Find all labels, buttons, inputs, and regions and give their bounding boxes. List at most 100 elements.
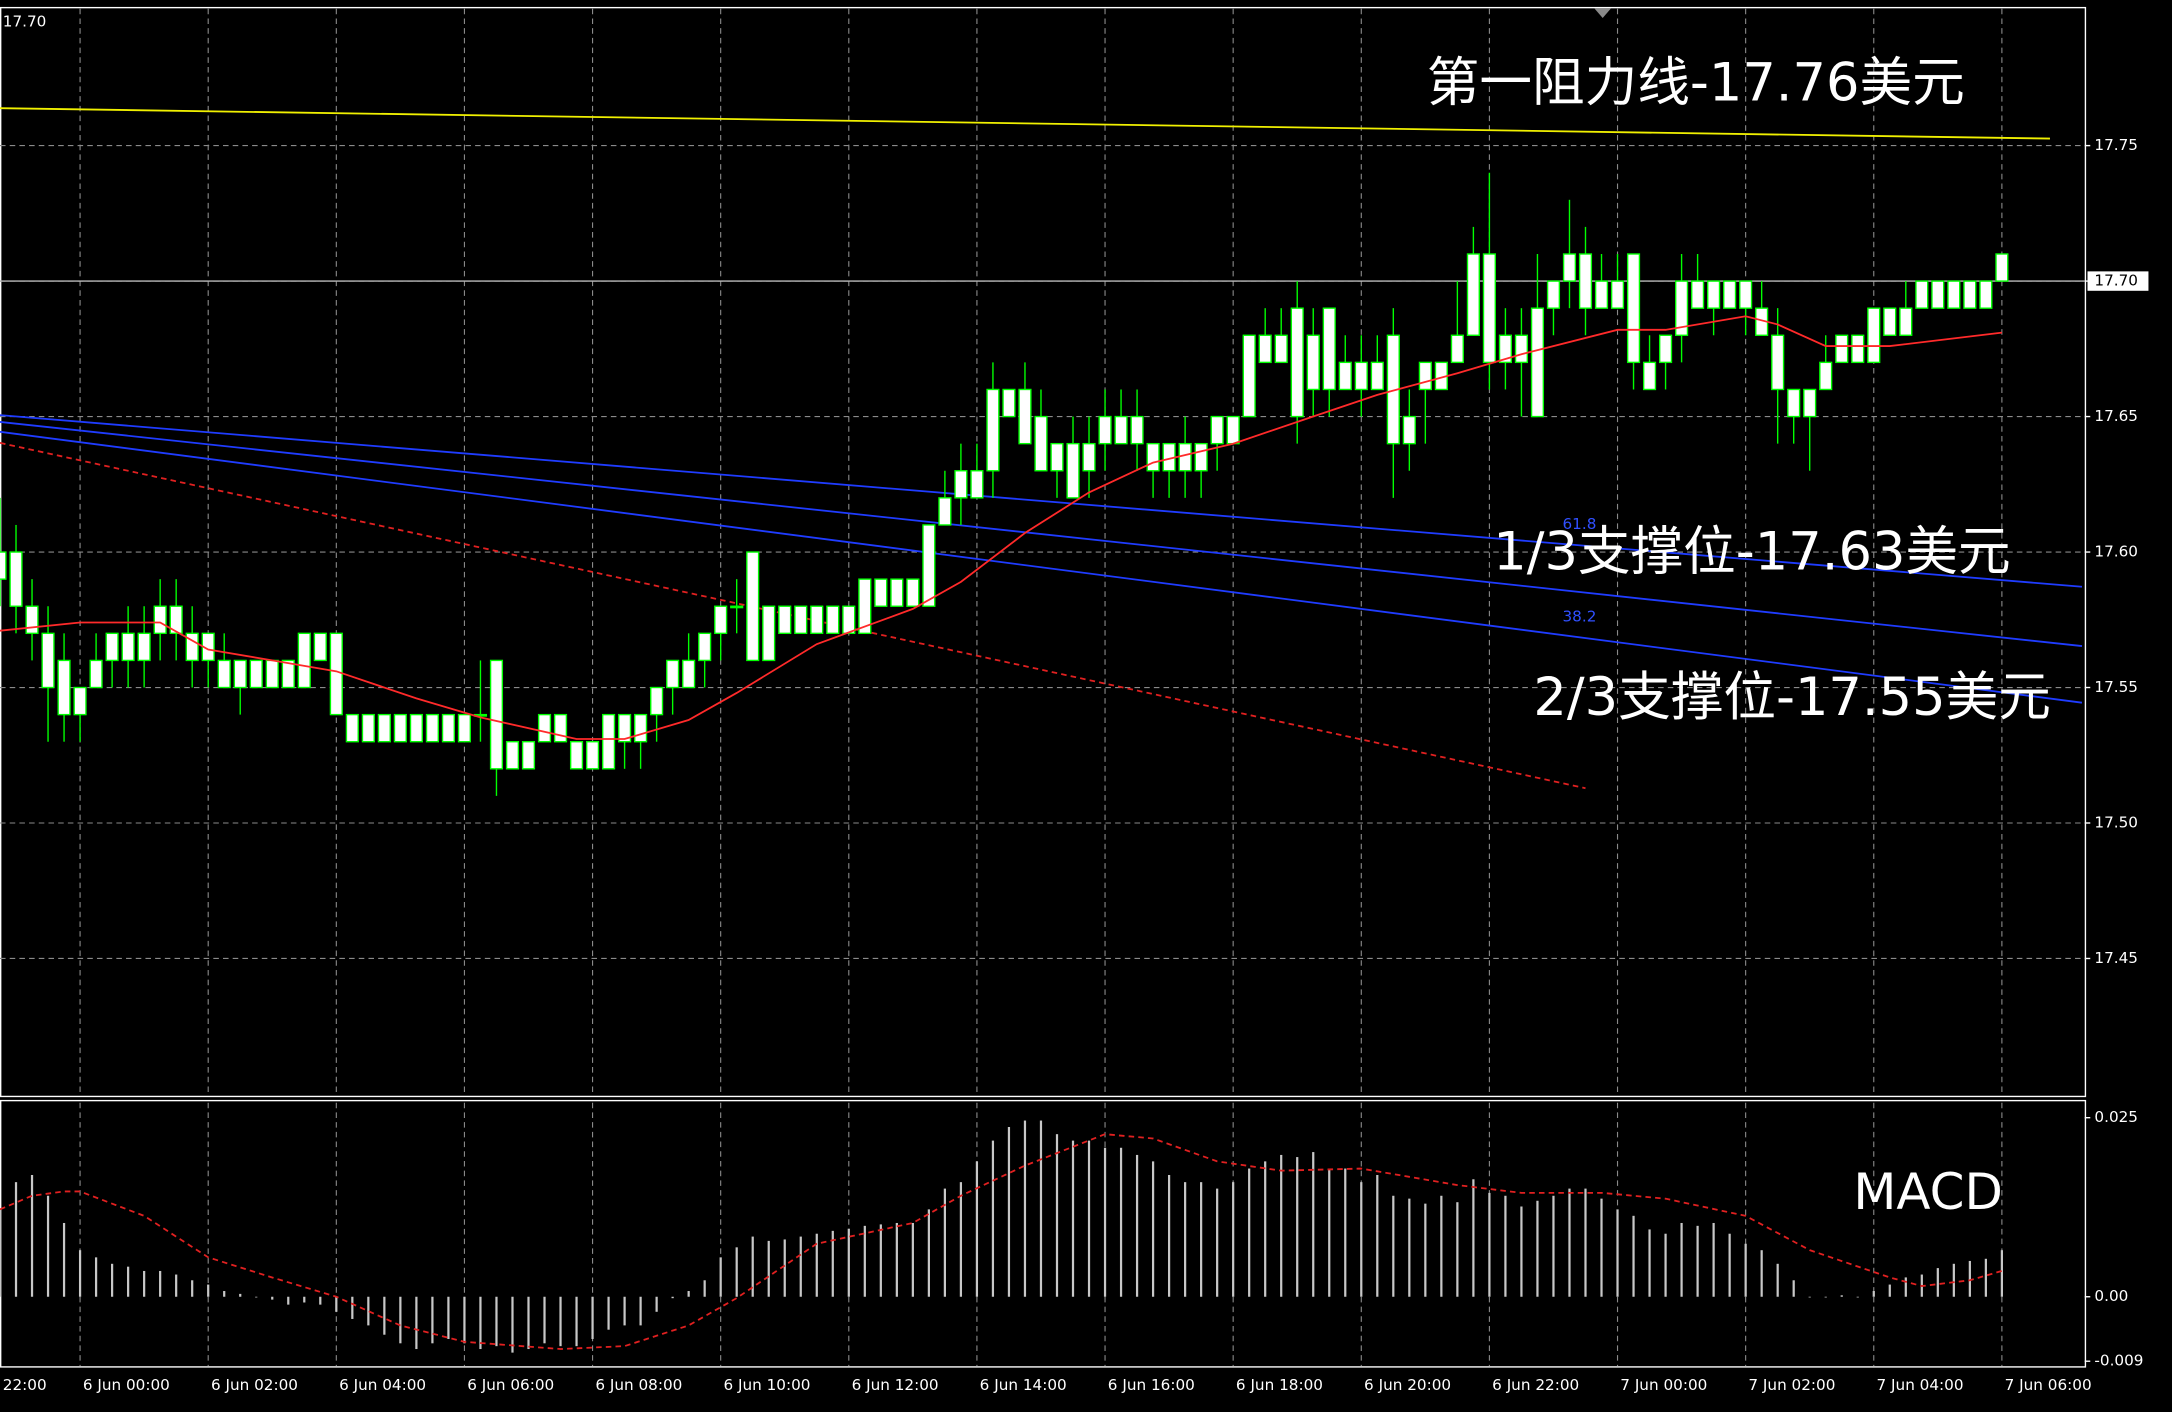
macd-bar [1936,1268,1939,1297]
trend-line [0,107,2050,140]
candle-body [826,605,840,635]
macd-title: MACD [1853,1163,2002,1221]
macd-bar [30,1174,34,1297]
candle-body [1066,442,1080,499]
macd-bar [1984,1258,1987,1297]
candle-body [1883,307,1897,336]
candle-body [345,713,359,743]
candle-body [1050,442,1064,472]
candle-body [1995,253,2009,282]
candle-body [281,659,295,689]
macd-bar [623,1296,626,1326]
candle-body [57,659,71,716]
candle-body [1915,280,1929,309]
macd-bar [1296,1157,1299,1297]
macd-bar [751,1236,754,1297]
candle-body [169,605,183,635]
macd-bar [1039,1120,1043,1297]
candle-body [1498,334,1512,364]
x-tick-label: 22:00 [3,1376,47,1394]
candle-body [1370,361,1384,391]
candle-body [41,632,55,689]
macd-bar [463,1296,466,1344]
candle-body [297,632,311,689]
candle-body [682,659,696,689]
macd-bar [831,1230,834,1297]
macd-bar [863,1225,866,1297]
candle-body [1194,442,1208,472]
macd-bar [559,1296,562,1347]
candle-body [1306,334,1320,391]
y-tick-label: 17.65 [2094,407,2138,425]
candle-body [1723,280,1737,309]
x-tick-label: 6 Jun 02:00 [211,1376,298,1394]
x-tick-label: 6 Jun 12:00 [852,1376,939,1394]
macd-bar [591,1296,594,1340]
x-tick-label: 6 Jun 20:00 [1364,1376,1451,1394]
candle-body [393,713,407,743]
macd-bar [1248,1168,1251,1297]
candle-body [457,713,472,743]
candle-body [537,713,552,743]
macd-bar [1344,1168,1347,1297]
candle-body [441,713,456,743]
x-tick-label: 6 Jun 06:00 [467,1376,554,1394]
macd-bar [687,1291,690,1297]
candle-body [361,713,375,743]
candle-body [9,551,23,607]
candle-body [265,659,279,689]
shift-marker [1594,8,1611,19]
candle-body [1963,280,1977,309]
macd-bar [1103,1147,1107,1297]
macd-bar [1760,1250,1763,1297]
x-tick-label: 6 Jun 08:00 [595,1376,682,1394]
macd-bar [1696,1225,1699,1297]
macd-bar [1504,1195,1507,1297]
macd-bar [1584,1188,1587,1297]
candle-body [1979,280,1993,309]
macd-bar [895,1222,898,1297]
macd-bar [671,1296,674,1299]
candle-body [89,659,103,689]
candle-body [890,578,904,607]
macd-bar [1424,1203,1427,1297]
candle-body [1835,334,1849,364]
macd-bar [223,1291,226,1297]
macd-bar [767,1240,770,1297]
macd-bar [1376,1174,1379,1297]
x-tick-label: 6 Jun 14:00 [980,1376,1067,1394]
macd-bar [159,1270,162,1297]
y-tick-label: 17.75 [2094,136,2138,154]
macd-bar [927,1209,930,1297]
candle-body [858,578,872,635]
candle-body [1114,415,1128,445]
candle-body [954,470,968,499]
candle-body [778,605,792,635]
macd-bar [1392,1195,1395,1297]
macd-bar [1280,1154,1283,1297]
candle-body [1626,253,1641,364]
candle-body [618,713,632,743]
macd-bar [1600,1198,1603,1297]
candle-body [746,551,760,662]
macd-bar [239,1293,242,1297]
candle-body [1658,334,1673,364]
signal-line [0,1133,2003,1350]
x-tick-label: 6 Jun 04:00 [339,1376,426,1394]
candle-body [1867,307,1881,364]
candle-body [553,713,568,743]
x-tick-label: 6 Jun 00:00 [83,1376,170,1394]
candle-body [505,741,520,770]
macd-bar [110,1263,114,1297]
macd-bar [367,1296,370,1326]
candle-body [762,605,776,662]
macd-bar [479,1296,482,1350]
x-tick-label: 6 Jun 22:00 [1492,1376,1579,1394]
candle-body [1899,307,1913,336]
macd-bar [1680,1222,1683,1297]
candle-body [217,659,231,689]
macd-bar [1440,1195,1443,1297]
macd-bar [1776,1263,1779,1297]
macd-bar [1408,1198,1411,1297]
candle-body [1322,307,1336,391]
